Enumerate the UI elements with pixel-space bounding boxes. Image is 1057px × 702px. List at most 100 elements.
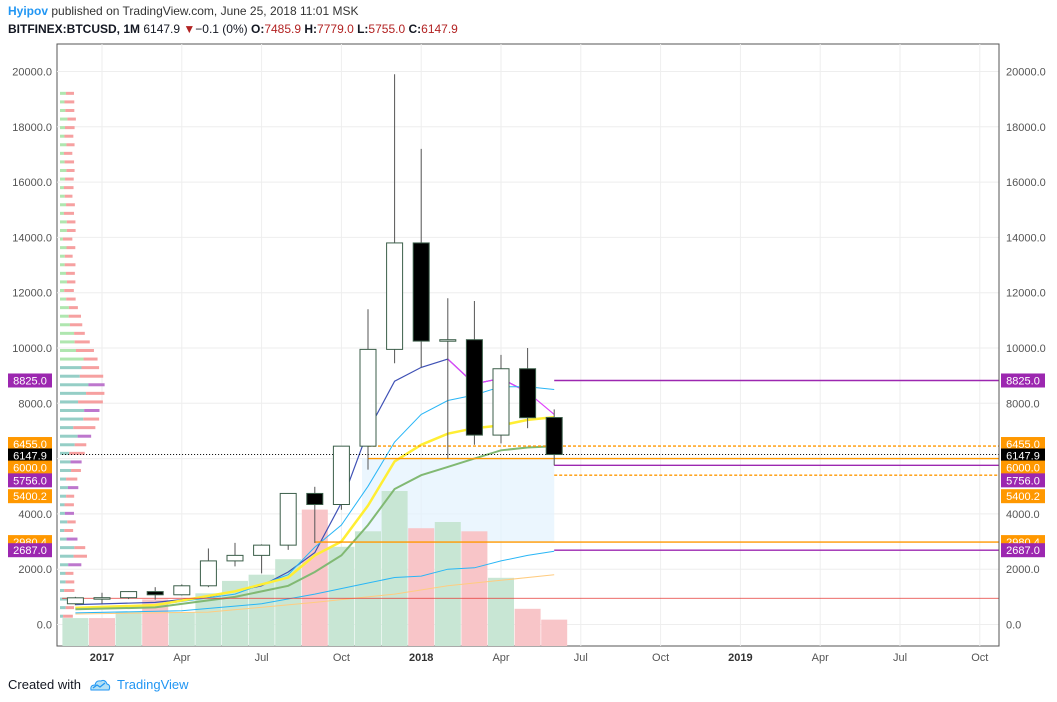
volume-profile-row: [60, 358, 84, 361]
volume-profile-row: [60, 580, 66, 583]
volume-profile-row: [60, 435, 78, 438]
volume-profile-row: [64, 289, 74, 292]
volume-profile-row: [60, 263, 65, 266]
volume-profile-row: [67, 520, 75, 523]
candle-body: [520, 369, 536, 418]
y-tick-label-left: 16000.0: [12, 177, 52, 189]
volume-profile-row: [75, 340, 90, 343]
price-chart[interactable]: 0.00.02000.02000.04000.04000.06000.06000…: [0, 0, 1057, 702]
volume-profile-row: [66, 92, 74, 95]
volume-profile-row: [74, 332, 85, 335]
y-tick-label-right: 0.0: [1006, 620, 1021, 632]
volume-profile-row: [60, 298, 66, 301]
volume-profile-row: [60, 392, 86, 395]
volume-profile-row: [81, 366, 99, 369]
volume-profile-row: [78, 435, 92, 438]
volume-bar: [435, 522, 461, 646]
volume-profile-row: [60, 220, 67, 223]
x-tick-label: Oct: [333, 652, 350, 664]
candle-body: [333, 446, 349, 504]
volume-profile-row: [60, 529, 64, 532]
y-tick-label-right: 12000.0: [1006, 288, 1046, 300]
volume-bar: [89, 618, 115, 646]
volume-profile-row: [74, 555, 87, 558]
x-tick-label: Jul: [893, 652, 907, 664]
volume-profile-row: [64, 152, 72, 155]
volume-profile-row: [70, 323, 82, 326]
volume-profile-row: [60, 375, 80, 378]
tradingview-link[interactable]: TradingView: [117, 677, 189, 692]
volume-profile-row: [60, 212, 64, 215]
volume-profile-row: [71, 460, 82, 463]
y-tick-label-left: 14000.0: [12, 232, 52, 244]
candle-body: [227, 555, 243, 561]
volume-profile-row: [64, 212, 74, 215]
volume-bar: [169, 612, 195, 646]
volume-profile-row: [60, 109, 65, 112]
volume-profile-row: [60, 100, 64, 103]
volume-profile-row: [60, 538, 67, 541]
volume-profile-row: [60, 589, 64, 592]
volume-profile-row: [60, 178, 65, 181]
level-badge-left-text: 5400.2: [13, 491, 47, 503]
volume-profile-row: [67, 220, 76, 223]
volume-profile-row: [60, 315, 69, 318]
volume-bar: [408, 528, 434, 646]
volume-bar: [62, 618, 88, 646]
level-badge-left-text: 5756.0: [13, 475, 47, 487]
volume-profile-row: [65, 255, 73, 258]
x-tick-label: 2017: [90, 652, 114, 664]
volume-profile-row: [67, 280, 75, 283]
candle-body: [387, 243, 403, 349]
volume-profile-row: [67, 246, 76, 249]
volume-profile-row: [66, 272, 75, 275]
volume-profile-row: [60, 118, 67, 121]
volume-profile-row: [60, 469, 71, 472]
volume-profile-row: [60, 195, 65, 198]
volume-profile-row: [66, 606, 74, 609]
x-tick-label: Oct: [652, 652, 669, 664]
volume-profile-row: [65, 263, 76, 266]
volume-profile-row: [60, 409, 84, 412]
volume-bar: [116, 612, 142, 646]
created-with-text: Created with: [8, 677, 81, 692]
candle-body: [493, 369, 509, 435]
volume-profile-row: [60, 606, 66, 609]
y-tick-label-left: 4000.0: [18, 509, 52, 521]
volume-profile-row: [86, 392, 104, 395]
level-badge-right-text: 6000.0: [1006, 463, 1040, 475]
y-tick-label-right: 16000.0: [1006, 177, 1046, 189]
volume-profile-row: [60, 126, 65, 129]
volume-profile-row: [76, 349, 94, 352]
volume-profile-row: [60, 255, 65, 258]
y-tick-label-left: 8000.0: [18, 398, 52, 410]
candle-body: [147, 592, 163, 595]
x-tick-label: Apr: [492, 652, 509, 664]
volume-profile-row: [60, 186, 64, 189]
volume-profile-row: [64, 186, 74, 189]
volume-profile-row: [60, 460, 71, 463]
y-tick-label-right: 2000.0: [1006, 564, 1040, 576]
x-tick-label: Oct: [971, 652, 988, 664]
volume-bar: [541, 620, 567, 646]
volume-profile-row: [60, 306, 69, 309]
volume-profile-row: [60, 572, 65, 575]
level-badge-right-text: 5400.2: [1006, 491, 1040, 503]
y-tick-label-right: 18000.0: [1006, 122, 1046, 134]
volume-profile-row: [64, 135, 73, 138]
volume-profile-row: [68, 486, 78, 489]
level-badge-left-text: 8825.0: [13, 375, 47, 387]
volume-profile-row: [66, 143, 74, 146]
volume-profile-row: [63, 238, 72, 241]
volume-bar: [382, 491, 408, 646]
volume-profile-row: [60, 452, 69, 455]
volume-profile-row: [66, 580, 75, 583]
volume-profile-row: [60, 563, 68, 566]
candle-body: [254, 545, 270, 555]
volume-profile-row: [68, 563, 81, 566]
volume-profile-row: [65, 160, 74, 163]
y-tick-label-left: 18000.0: [12, 122, 52, 134]
volume-profile-row: [69, 315, 81, 318]
y-tick-label-right: 8000.0: [1006, 398, 1040, 410]
tradingview-logo-icon[interactable]: [89, 678, 111, 692]
